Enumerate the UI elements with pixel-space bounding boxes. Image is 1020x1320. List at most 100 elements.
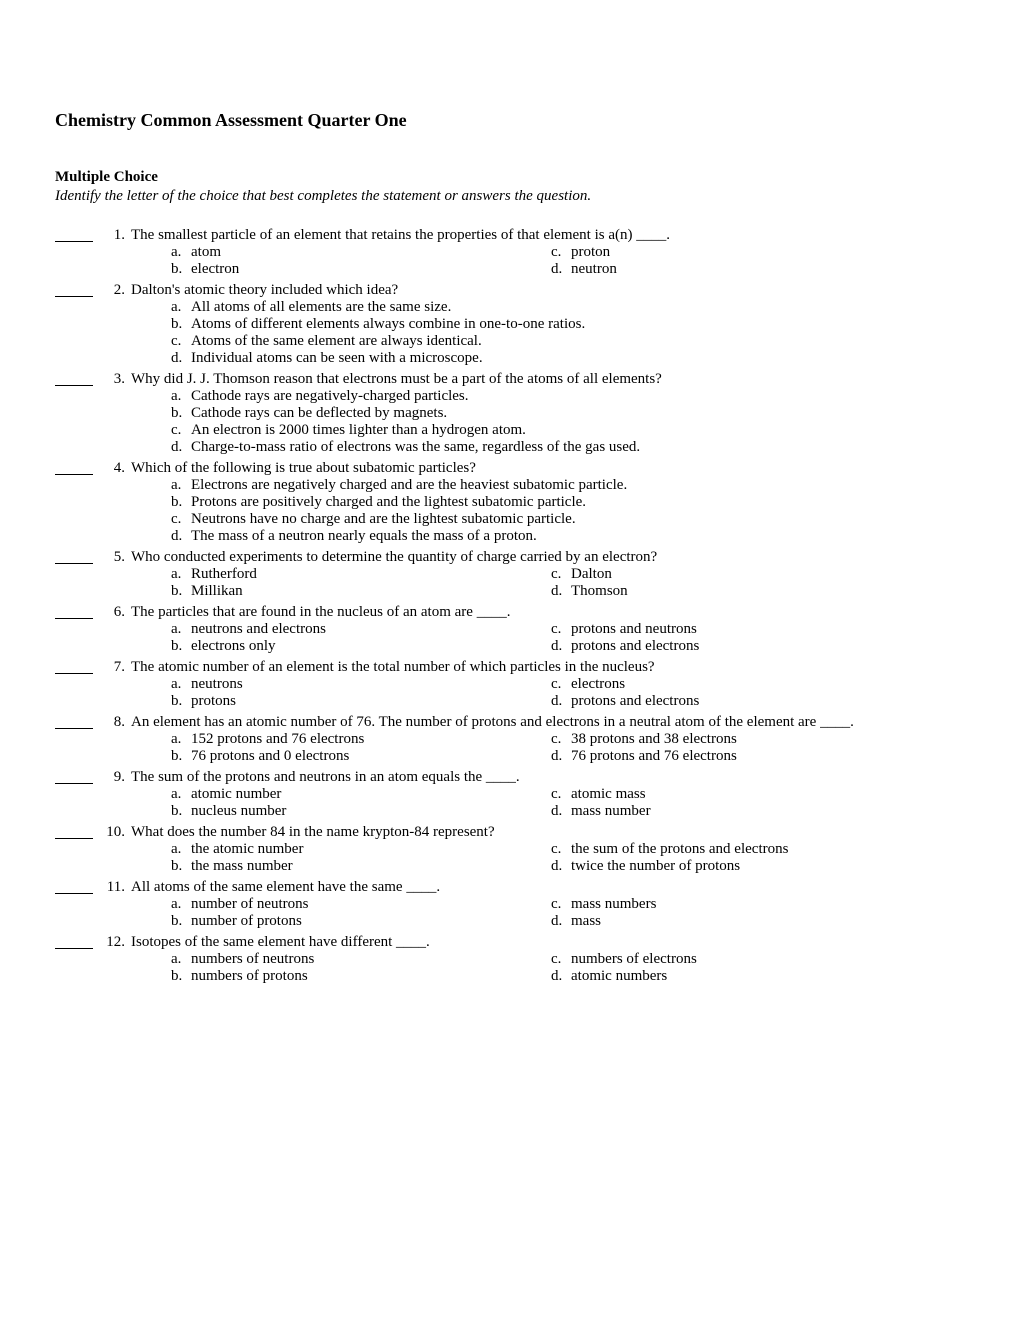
choice-text: Atoms of the same element are always ide… <box>191 333 965 350</box>
choice-letter: b. <box>171 693 191 710</box>
choice-text: atomic numbers <box>571 968 965 985</box>
answer-blank[interactable] <box>55 879 93 894</box>
choice-row: c.An electron is 2000 times lighter than… <box>171 422 965 439</box>
choice-letter: d. <box>171 528 191 545</box>
choice-text: mass numbers <box>571 896 965 913</box>
answer-blank[interactable] <box>55 549 93 564</box>
choice-row: c.Neutrons have no charge and are the li… <box>171 511 965 528</box>
choice-letter: a. <box>171 244 191 261</box>
question-number: 9. <box>95 769 131 786</box>
answer-blank[interactable] <box>55 934 93 949</box>
choice-text: Millikan <box>191 583 551 600</box>
choice-text: All atoms of all elements are the same s… <box>191 299 965 316</box>
question-row: 9.The sum of the protons and neutrons in… <box>55 769 965 820</box>
choice-letter: b. <box>171 494 191 511</box>
answer-blank[interactable] <box>55 227 93 242</box>
question-body: Why did J. J. Thomson reason that electr… <box>131 371 965 456</box>
choice-text: Cathode rays can be deflected by magnets… <box>191 405 965 422</box>
instructions: Identify the letter of the choice that b… <box>55 188 965 205</box>
question-row: 8.An element has an atomic number of 76.… <box>55 714 965 765</box>
question-stem: An element has an atomic number of 76. T… <box>131 714 965 731</box>
choice-text: proton <box>571 244 965 261</box>
choice-text: atomic mass <box>571 786 965 803</box>
choice-text: Rutherford <box>191 566 551 583</box>
choice-letter: a. <box>171 299 191 316</box>
question-body: The atomic number of an element is the t… <box>131 659 965 710</box>
choice-row: a.the atomic numberc.the sum of the prot… <box>171 841 965 858</box>
choice-letter: c. <box>551 244 571 261</box>
answer-blank[interactable] <box>55 282 93 297</box>
choice-letter: a. <box>171 676 191 693</box>
choice-text: number of neutrons <box>191 896 551 913</box>
choice-text: numbers of protons <box>191 968 551 985</box>
choice-row: b.nucleus numberd.mass number <box>171 803 965 820</box>
choice-text: 38 protons and 38 electrons <box>571 731 965 748</box>
choice-letter: d. <box>551 638 571 655</box>
choices: a.Rutherfordc.Daltonb.Millikand.Thomson <box>131 566 965 600</box>
choice-text: Protons are positively charged and the l… <box>191 494 965 511</box>
question: 5.Who conducted experiments to determine… <box>55 549 965 600</box>
question-row: 4.Which of the following is true about s… <box>55 460 965 545</box>
choice-letter: d. <box>171 439 191 456</box>
choice-text: Thomson <box>571 583 965 600</box>
choice-text: mass number <box>571 803 965 820</box>
choice-letter: b. <box>171 405 191 422</box>
choice-text: electron <box>191 261 551 278</box>
question-body: The smallest particle of an element that… <box>131 227 965 278</box>
choice-letter: d. <box>551 693 571 710</box>
choice-letter: b. <box>171 583 191 600</box>
choice-row: a.All atoms of all elements are the same… <box>171 299 965 316</box>
question-stem: Isotopes of the same element have differ… <box>131 934 965 951</box>
question-number: 10. <box>95 824 131 841</box>
question: 8.An element has an atomic number of 76.… <box>55 714 965 765</box>
answer-blank[interactable] <box>55 460 93 475</box>
question: 1.The smallest particle of an element th… <box>55 227 965 278</box>
choice-letter: c. <box>551 951 571 968</box>
answer-blank[interactable] <box>55 824 93 839</box>
choice-row: a.Electrons are negatively charged and a… <box>171 477 965 494</box>
choice-letter: d. <box>551 858 571 875</box>
question-stem: The particles that are found in the nucl… <box>131 604 965 621</box>
choice-text: protons and electrons <box>571 693 965 710</box>
question-number: 8. <box>95 714 131 731</box>
choice-text: neutron <box>571 261 965 278</box>
question-stem: Dalton's atomic theory included which id… <box>131 282 965 299</box>
choice-text: the atomic number <box>191 841 551 858</box>
question-stem: Which of the following is true about sub… <box>131 460 965 477</box>
choice-text: Electrons are negatively charged and are… <box>191 477 965 494</box>
choice-row: a.numbers of neutronsc.numbers of electr… <box>171 951 965 968</box>
choice-row: d.Charge-to-mass ratio of electrons was … <box>171 439 965 456</box>
choices: a.neutronsc.electronsb.protonsd.protons … <box>131 676 965 710</box>
answer-blank[interactable] <box>55 714 93 729</box>
question-number: 2. <box>95 282 131 299</box>
choice-row: b.electrons onlyd.protons and electrons <box>171 638 965 655</box>
choice-letter: a. <box>171 388 191 405</box>
choice-row: b.protonsd.protons and electrons <box>171 693 965 710</box>
choices: a.atomic numberc.atomic massb.nucleus nu… <box>131 786 965 820</box>
question: 7.The atomic number of an element is the… <box>55 659 965 710</box>
choice-text: 152 protons and 76 electrons <box>191 731 551 748</box>
question-number: 4. <box>95 460 131 477</box>
choice-letter: b. <box>171 316 191 333</box>
answer-blank[interactable] <box>55 371 93 386</box>
choice-text: 76 protons and 76 electrons <box>571 748 965 765</box>
question-body: The sum of the protons and neutrons in a… <box>131 769 965 820</box>
choice-letter: a. <box>171 731 191 748</box>
choice-text: numbers of neutrons <box>191 951 551 968</box>
choice-text: An electron is 2000 times lighter than a… <box>191 422 965 439</box>
answer-blank[interactable] <box>55 769 93 784</box>
choice-letter: d. <box>551 748 571 765</box>
choice-row: a.Rutherfordc.Dalton <box>171 566 965 583</box>
choice-letter: d. <box>551 261 571 278</box>
question: 12.Isotopes of the same element have dif… <box>55 934 965 985</box>
choice-letter: c. <box>171 422 191 439</box>
question: 2.Dalton's atomic theory included which … <box>55 282 965 367</box>
question-body: Dalton's atomic theory included which id… <box>131 282 965 367</box>
answer-blank[interactable] <box>55 659 93 674</box>
question-stem: What does the number 84 in the name kryp… <box>131 824 965 841</box>
choice-row: b.Protons are positively charged and the… <box>171 494 965 511</box>
choice-row: b.Atoms of different elements always com… <box>171 316 965 333</box>
choice-letter: b. <box>171 638 191 655</box>
choice-letter: a. <box>171 951 191 968</box>
answer-blank[interactable] <box>55 604 93 619</box>
